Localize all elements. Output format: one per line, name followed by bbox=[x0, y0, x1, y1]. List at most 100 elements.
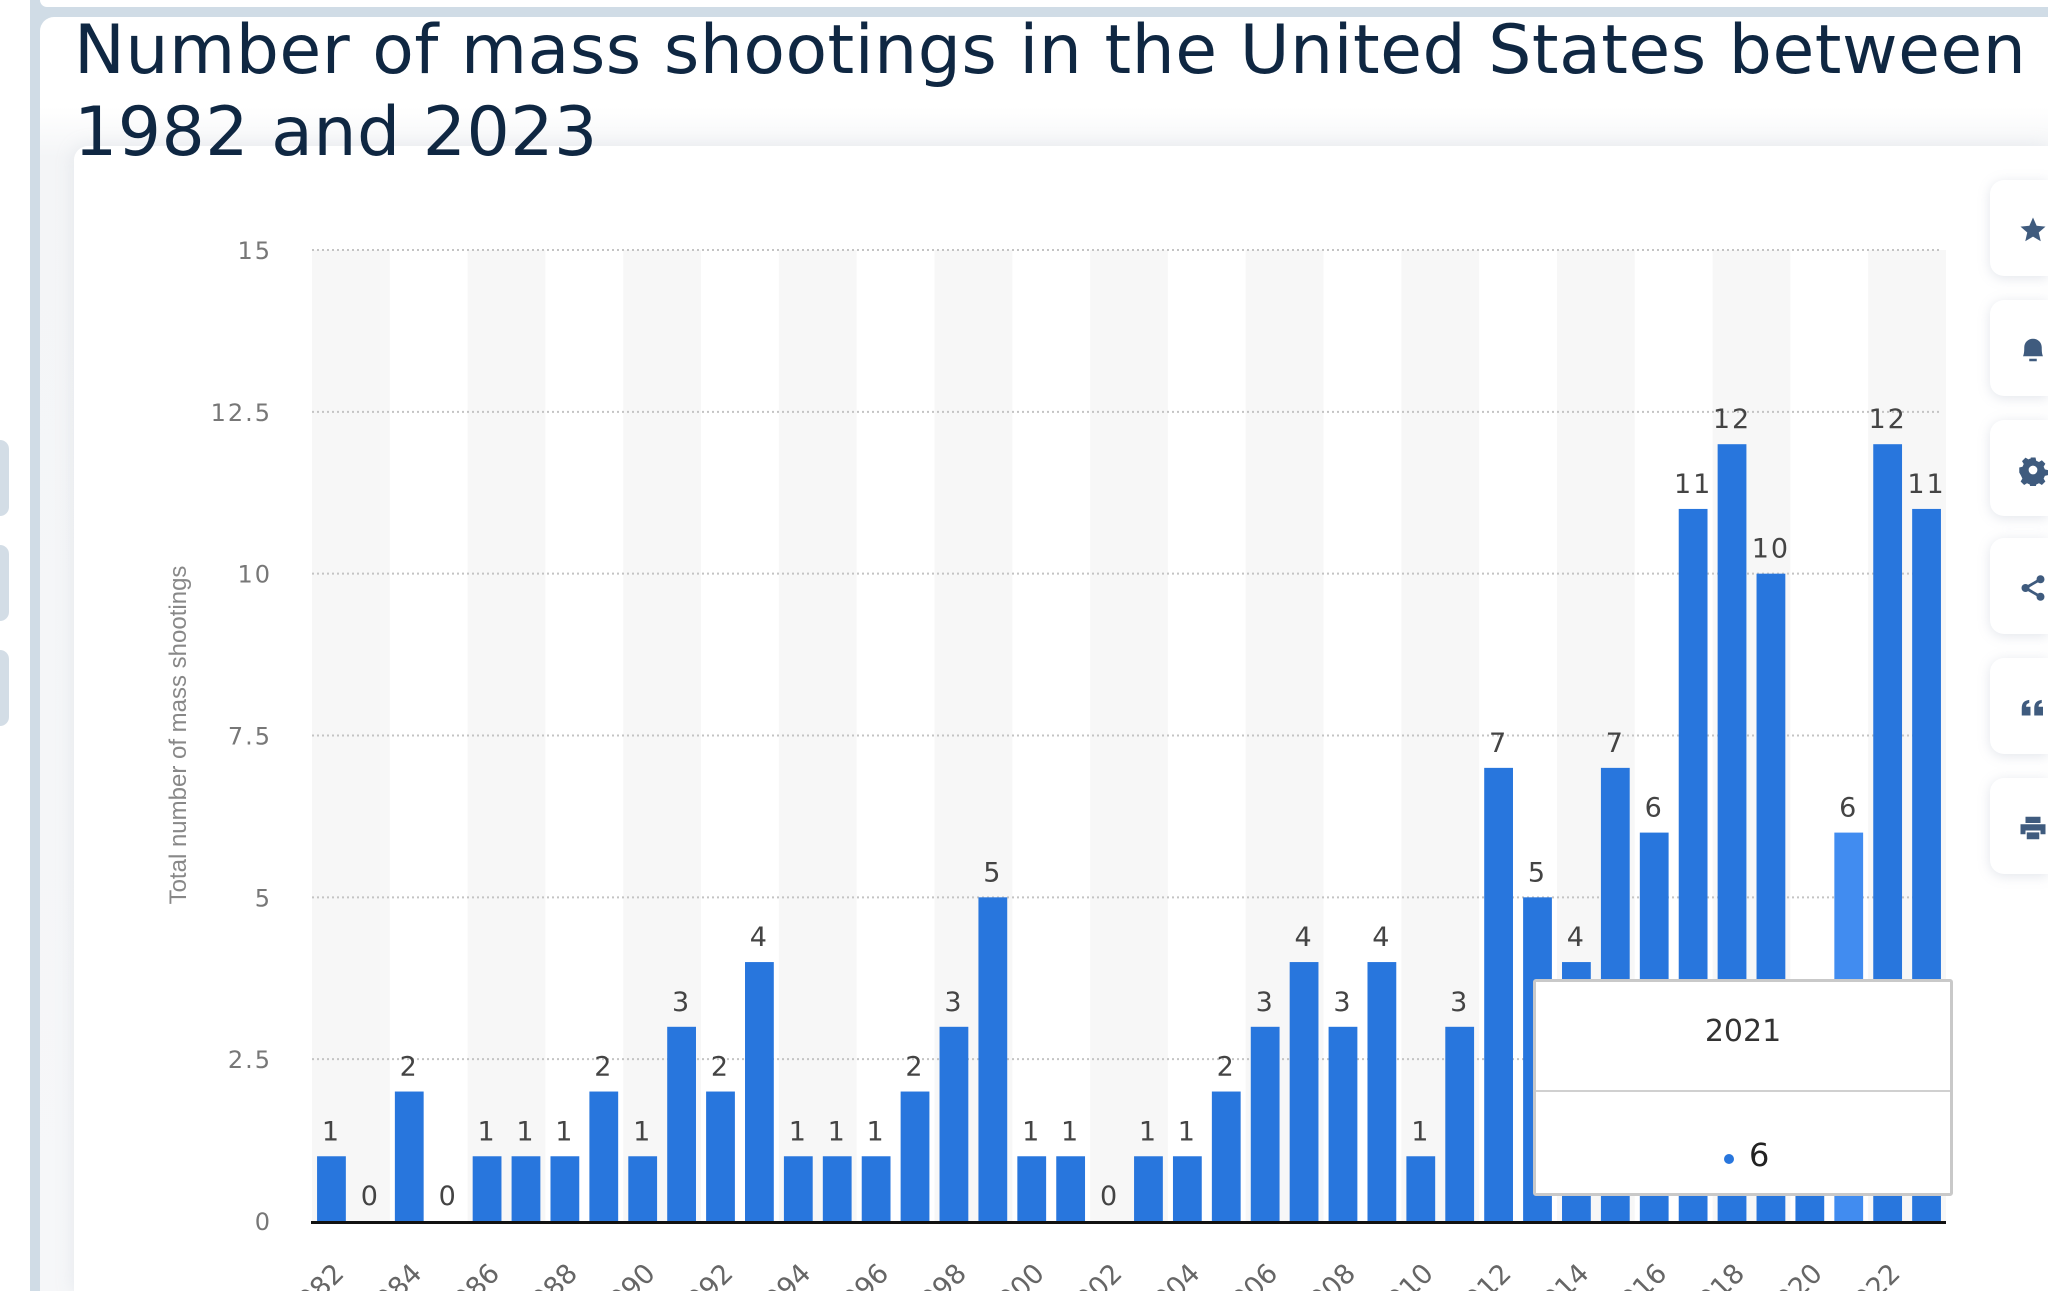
data-label-1990: 1 bbox=[633, 1116, 652, 1147]
settings-button[interactable] bbox=[1990, 420, 2048, 516]
y-tick-label: 7.5 bbox=[228, 723, 272, 751]
favorite-button[interactable] bbox=[1990, 180, 2048, 276]
gear-icon bbox=[2019, 457, 2048, 486]
data-label-2002: 0 bbox=[1100, 1181, 1119, 1212]
bar-2005[interactable] bbox=[1211, 1091, 1241, 1221]
x-tick-label: 1992 bbox=[669, 1258, 740, 1291]
bar-1995[interactable] bbox=[822, 1156, 852, 1221]
bar-2010[interactable] bbox=[1406, 1156, 1436, 1221]
bar-1993[interactable] bbox=[745, 962, 774, 1221]
bar-2004[interactable] bbox=[1172, 1156, 1202, 1221]
bar-2011[interactable] bbox=[1445, 1026, 1475, 1221]
x-tick-label: 1982 bbox=[280, 1258, 351, 1291]
data-label-2008: 3 bbox=[1333, 987, 1352, 1018]
y-tick-label: 10 bbox=[237, 561, 272, 589]
bell-icon bbox=[2023, 338, 2043, 362]
x-tick-label: 2012 bbox=[1447, 1258, 1518, 1291]
data-label-1984: 2 bbox=[400, 1052, 419, 1083]
bar-1982[interactable] bbox=[317, 1156, 346, 1221]
bar-1988[interactable] bbox=[550, 1156, 580, 1221]
bar-1992[interactable] bbox=[706, 1091, 735, 1221]
data-label-1995: 1 bbox=[828, 1116, 847, 1147]
left-tab[interactable] bbox=[0, 440, 9, 516]
bar-2009[interactable] bbox=[1367, 962, 1397, 1221]
y-tick-label: 0 bbox=[255, 1208, 272, 1236]
bar-1986[interactable] bbox=[472, 1156, 502, 1221]
left-tab[interactable] bbox=[0, 545, 9, 621]
data-label-2009: 4 bbox=[1372, 922, 1391, 953]
bar-2008[interactable] bbox=[1328, 1026, 1358, 1221]
x-tick-label: 1984 bbox=[358, 1258, 429, 1291]
data-label-2018: 12 bbox=[1713, 404, 1751, 435]
x-tick-label: 1998 bbox=[902, 1258, 973, 1291]
x-tick-label: 1996 bbox=[825, 1258, 896, 1291]
data-label-1996: 1 bbox=[867, 1116, 886, 1147]
bar-2006[interactable] bbox=[1250, 1026, 1280, 1221]
bar-1991[interactable] bbox=[667, 1026, 696, 1221]
x-tick-label: 2000 bbox=[980, 1258, 1051, 1291]
data-label-2014: 4 bbox=[1567, 922, 1586, 953]
data-label-2019: 10 bbox=[1752, 534, 1790, 565]
print-icon bbox=[2020, 816, 2046, 840]
data-label-2007: 4 bbox=[1294, 922, 1313, 953]
bar-2007[interactable] bbox=[1289, 962, 1319, 1221]
series-dot-icon bbox=[1724, 1154, 1734, 1164]
data-label-1989: 2 bbox=[594, 1052, 613, 1083]
notification-button[interactable] bbox=[1990, 300, 2048, 396]
data-label-1987: 1 bbox=[516, 1116, 535, 1147]
data-label-1998: 3 bbox=[944, 987, 963, 1018]
x-tick-label: 2004 bbox=[1136, 1258, 1207, 1291]
data-label-2013: 5 bbox=[1528, 857, 1547, 888]
x-tick-label: 2020 bbox=[1758, 1258, 1829, 1291]
bar-2012[interactable] bbox=[1484, 767, 1513, 1221]
chart-tooltip: 2021 6 bbox=[1533, 979, 1953, 1196]
x-tick-label: 2006 bbox=[1214, 1258, 1285, 1291]
x-tick-label: 1994 bbox=[747, 1258, 818, 1291]
bar-1999[interactable] bbox=[978, 897, 1008, 1221]
print-button[interactable] bbox=[1990, 778, 2048, 874]
share-icon bbox=[2021, 575, 2045, 601]
cite-button[interactable] bbox=[1990, 658, 2048, 754]
data-label-2003: 1 bbox=[1139, 1116, 1158, 1147]
y-tick-label: 5 bbox=[255, 884, 272, 912]
star-icon bbox=[2020, 217, 2046, 242]
bar-1990[interactable] bbox=[628, 1156, 658, 1221]
tooltip-value: 6 bbox=[1749, 1136, 1770, 1174]
bar-1987[interactable] bbox=[511, 1156, 541, 1221]
data-label-2005: 2 bbox=[1217, 1052, 1236, 1083]
data-label-2023: 11 bbox=[1907, 469, 1945, 500]
bar-1989[interactable] bbox=[589, 1091, 619, 1221]
bar-1998[interactable] bbox=[939, 1026, 969, 1221]
column-band bbox=[312, 250, 390, 1221]
bar-2003[interactable] bbox=[1134, 1156, 1163, 1221]
x-tick-label: 2010 bbox=[1369, 1258, 1440, 1291]
bar-2000[interactable] bbox=[1017, 1156, 1047, 1221]
data-label-1992: 2 bbox=[711, 1052, 730, 1083]
top-edge bbox=[40, 0, 2048, 7]
left-tab[interactable] bbox=[0, 650, 9, 726]
bar-1997[interactable] bbox=[900, 1091, 930, 1221]
data-label-2017: 11 bbox=[1674, 469, 1712, 500]
data-label-1982: 1 bbox=[322, 1116, 341, 1147]
bar-1984[interactable] bbox=[394, 1091, 424, 1221]
share-button[interactable] bbox=[1990, 538, 2048, 634]
data-label-1991: 3 bbox=[672, 987, 691, 1018]
x-tick-label: 2002 bbox=[1058, 1258, 1129, 1291]
bar-2001[interactable] bbox=[1056, 1156, 1086, 1221]
data-label-2022: 12 bbox=[1868, 404, 1906, 435]
y-tick-label: 2.5 bbox=[228, 1046, 272, 1074]
data-label-1997: 2 bbox=[905, 1052, 924, 1083]
data-label-1993: 4 bbox=[750, 922, 769, 953]
x-tick-label: 2018 bbox=[1680, 1258, 1751, 1291]
data-label-1988: 1 bbox=[555, 1116, 574, 1147]
data-label-2012: 7 bbox=[1489, 728, 1508, 759]
data-label-2001: 1 bbox=[1061, 1116, 1080, 1147]
data-label-2010: 1 bbox=[1411, 1116, 1430, 1147]
data-label-1986: 1 bbox=[477, 1116, 496, 1147]
bar-1996[interactable] bbox=[861, 1156, 891, 1221]
data-label-1994: 1 bbox=[789, 1116, 808, 1147]
bar-1994[interactable] bbox=[783, 1156, 813, 1221]
tooltip-divider bbox=[1536, 1090, 1950, 1092]
quote-icon bbox=[2021, 699, 2043, 716]
